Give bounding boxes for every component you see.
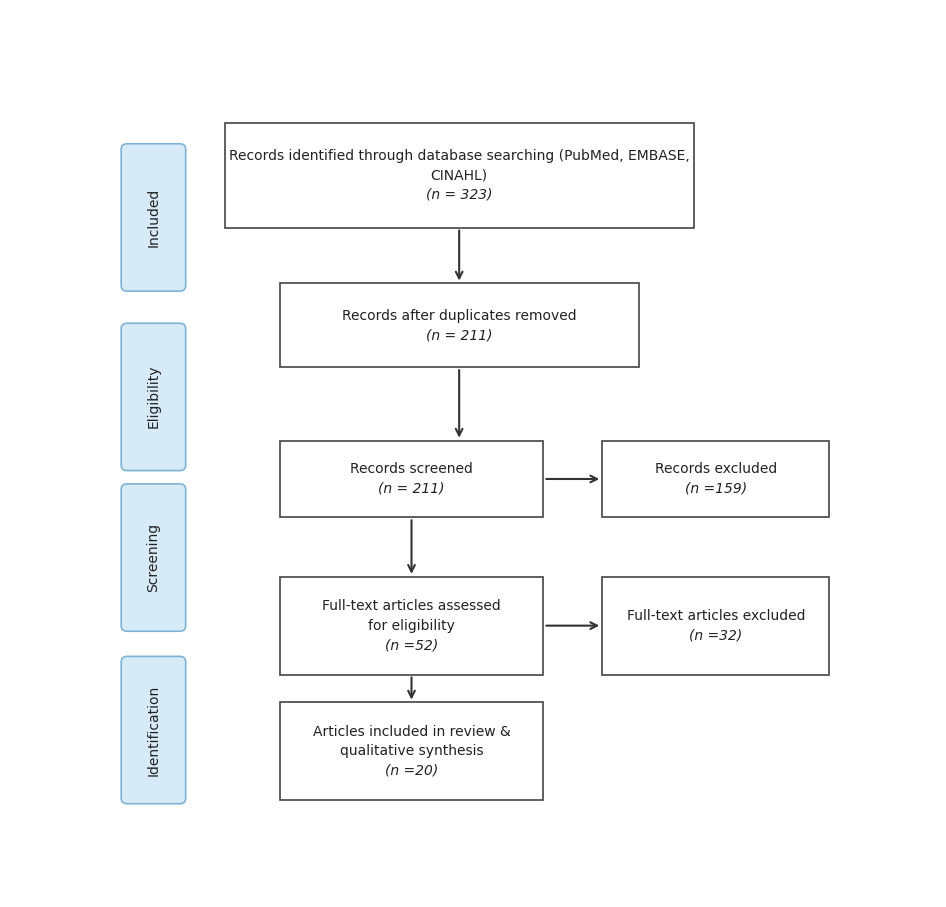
Text: CINAHL): CINAHL): [430, 168, 488, 182]
FancyBboxPatch shape: [224, 122, 693, 228]
FancyBboxPatch shape: [603, 577, 830, 675]
Text: (n =159): (n =159): [685, 482, 746, 496]
FancyBboxPatch shape: [121, 483, 185, 631]
FancyBboxPatch shape: [121, 657, 185, 804]
Text: Articles included in review &: Articles included in review &: [312, 725, 511, 739]
Text: Included: Included: [147, 188, 161, 247]
Text: Screening: Screening: [147, 522, 161, 591]
Text: Full-text articles assessed: Full-text articles assessed: [323, 600, 500, 613]
Text: Eligibility: Eligibility: [147, 365, 161, 428]
Text: (n = 211): (n = 211): [378, 482, 445, 496]
FancyBboxPatch shape: [280, 283, 639, 367]
FancyBboxPatch shape: [280, 702, 543, 800]
Text: Records identified through database searching (PubMed, EMBASE,: Records identified through database sear…: [229, 149, 690, 162]
FancyBboxPatch shape: [121, 323, 185, 471]
FancyBboxPatch shape: [280, 441, 543, 517]
Text: (n = 211): (n = 211): [426, 328, 493, 342]
Text: qualitative synthesis: qualitative synthesis: [340, 745, 483, 758]
Text: Records after duplicates removed: Records after duplicates removed: [342, 308, 576, 323]
FancyBboxPatch shape: [121, 144, 185, 291]
FancyBboxPatch shape: [603, 441, 830, 517]
Text: (n =52): (n =52): [385, 639, 438, 652]
Text: (n =20): (n =20): [385, 764, 438, 778]
Text: (n =32): (n =32): [689, 629, 743, 642]
Text: Records excluded: Records excluded: [655, 463, 777, 476]
Text: (n = 323): (n = 323): [426, 188, 493, 201]
Text: Identification: Identification: [147, 685, 161, 776]
FancyBboxPatch shape: [280, 577, 543, 675]
Text: Records screened: Records screened: [350, 463, 473, 476]
Text: Full-text articles excluded: Full-text articles excluded: [626, 609, 805, 623]
Text: for eligibility: for eligibility: [368, 619, 455, 633]
